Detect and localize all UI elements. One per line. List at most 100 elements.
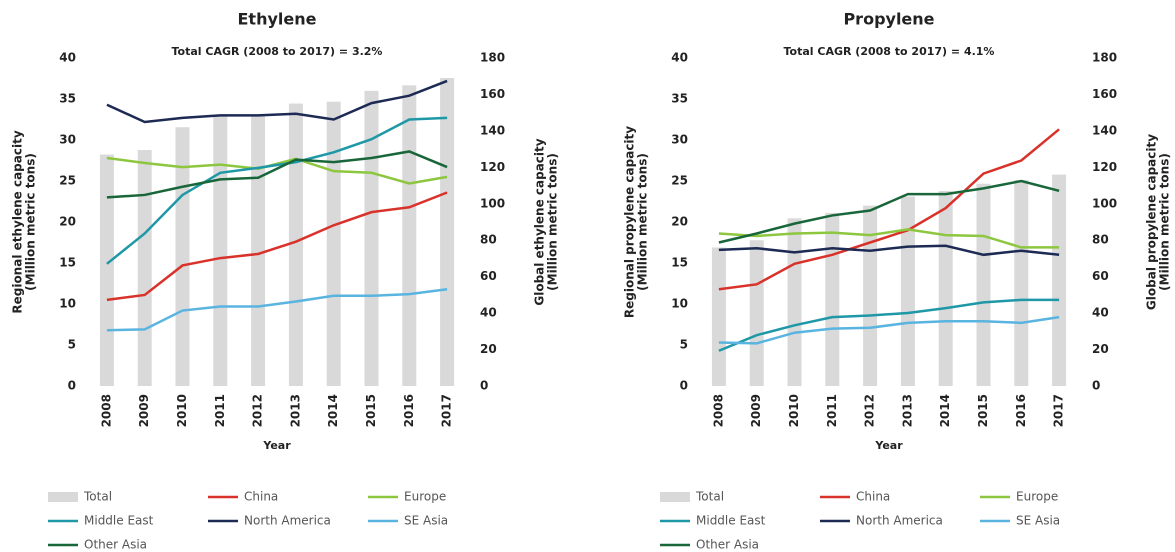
legend-label: Europe [1016,490,1058,504]
y2-axis-label: (Million metric tons) [546,153,560,291]
x-tick-label: 2017 [1052,394,1066,427]
y2-tick-label: 140 [1092,123,1117,137]
legend-label: SE Asia [404,514,448,528]
legend-label: Middle East [696,514,766,528]
y2-tick-label: 0 [1092,379,1100,393]
y2-tick-label: 160 [1092,87,1117,101]
line [106,116,448,265]
y-tick-label: 25 [59,174,76,188]
x-tick-label: 2016 [1014,394,1028,427]
chart-title: Propylene [843,10,934,29]
y-tick-label: 30 [671,133,688,147]
bar [213,116,228,387]
chart-title: Ethylene [238,10,317,29]
bar [364,90,379,387]
y2-tick-label: 60 [480,269,497,283]
bar [900,196,915,386]
y2-tick-label: 40 [1092,306,1109,320]
x-tick-label: 2013 [288,394,302,427]
y-tick-label: 40 [59,51,76,65]
line [718,179,1060,244]
y2-tick-label: 100 [480,196,505,210]
line [106,156,448,185]
bar [251,114,266,386]
bar [137,150,152,386]
y-axis-label: (Million metric tons) [24,153,38,291]
x-tick-label: 2013 [900,394,914,427]
y-tick-label: 15 [59,256,76,270]
x-tick-label: 2009 [749,394,763,427]
x-tick-label: 2009 [137,394,151,427]
y2-tick-label: 60 [1092,269,1109,283]
legend-label: Other Asia [84,538,147,552]
y2-axis-label: Global ethylene capacity [533,138,547,305]
bar [440,78,455,387]
legend-label: Total [83,490,112,504]
bar [402,85,417,386]
line [718,244,1060,257]
x-tick-label: 2017 [440,394,454,427]
y-tick-label: 25 [671,174,688,188]
y2-tick-label: 40 [480,306,497,320]
bar [326,101,341,386]
bar [749,240,764,386]
line [106,150,448,199]
annotation: Total CAGR (2008 to 2017) = 3.2% [172,45,383,58]
legend-label: China [856,490,890,504]
line [718,298,1060,352]
y2-tick-label: 20 [480,342,497,356]
bar [976,183,991,386]
y-axis-label: Regional propylene capacity [623,126,637,318]
bar [1014,180,1029,386]
y-tick-label: 10 [671,297,688,311]
line [106,288,448,332]
y2-tick-label: 80 [480,233,497,247]
y-axis-label: (Million metric tons) [636,153,650,291]
x-tick-label: 2011 [825,394,839,427]
legend-swatch [48,492,78,502]
x-tick-label: 2014 [326,394,340,427]
y2-axis-label: Global propylene capacity [1145,134,1159,310]
bar [825,212,840,386]
x-tick-label: 2015 [364,394,378,427]
legend-swatch [660,492,690,502]
y-tick-label: 5 [68,338,76,352]
x-tick-label: 2015 [976,394,990,427]
y-tick-label: 15 [671,256,688,270]
x-tick-label: 2008 [711,394,725,427]
bar [938,191,953,386]
x-tick-label: 2010 [787,394,801,427]
y-tick-label: 0 [680,379,688,393]
x-tick-label: 2016 [402,394,416,427]
bar [288,103,303,387]
y-tick-label: 30 [59,133,76,147]
x-tick-label: 2008 [99,394,113,427]
y-tick-label: 0 [68,379,76,393]
y-tick-label: 20 [671,215,688,229]
y2-tick-label: 180 [480,51,505,65]
y2-tick-label: 20 [1092,342,1109,356]
line [718,228,1060,249]
y2-axis-label: (Million metric tons) [1158,153,1172,291]
x-tick-label: 2012 [251,394,265,427]
y-axis-label: Regional ethylene capacity [11,130,25,313]
y-tick-label: 10 [59,297,76,311]
legend-label: Europe [404,490,446,504]
legend-label: Total [695,490,724,504]
y-tick-label: 35 [59,92,76,106]
x-tick-label: 2010 [175,394,189,427]
legend-label: North America [856,514,943,528]
x-tick-label: 2014 [938,394,952,427]
y2-tick-label: 80 [1092,233,1109,247]
y-tick-label: 40 [671,51,688,65]
y2-tick-label: 160 [480,87,505,101]
y2-tick-label: 120 [1092,160,1117,174]
y-tick-label: 20 [59,215,76,229]
line [106,191,448,302]
bar [1052,174,1067,386]
x-axis-label: Year [874,439,903,452]
legend-label: North America [244,514,331,528]
line [718,315,1060,345]
annotation: Total CAGR (2008 to 2017) = 4.1% [784,45,995,58]
